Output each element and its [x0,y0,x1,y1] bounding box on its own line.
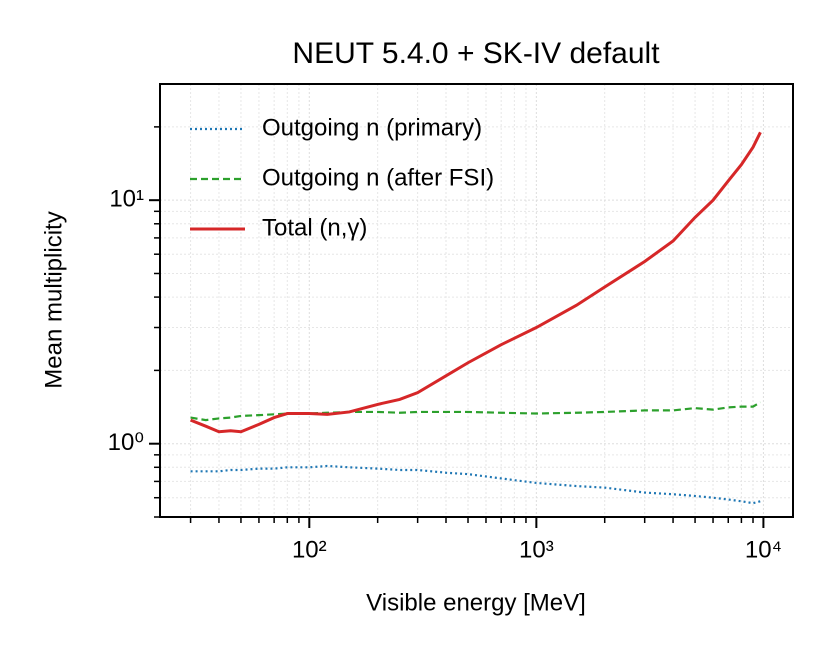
y-tick-label: 10⁰ [108,429,144,456]
chart-title: NEUT 5.4.0 + SK-IV default [292,37,660,70]
y-axis-label: Mean multiplicity [40,211,67,388]
data-line [190,131,762,434]
x-tick-label: 10⁴ [745,536,782,563]
legend-label: Outgoing n (after FSI) [262,164,494,191]
plot-frame [159,83,794,518]
legend-label: Outgoing n (primary) [262,114,482,141]
x-tick-label: 10² [292,536,327,563]
y-tick-label: 10¹ [109,186,144,213]
x-tick-label: 10³ [519,536,554,563]
legend-label: Total (n,γ) [262,214,367,241]
data-line [190,401,761,422]
data-line [190,464,761,505]
x-axis-label: Visible energy [MeV] [366,589,586,616]
